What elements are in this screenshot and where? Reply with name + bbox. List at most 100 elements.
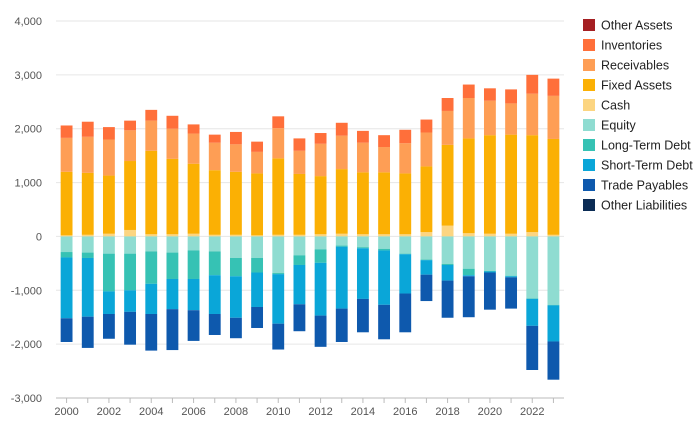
x-tick-label: 2018 bbox=[435, 406, 459, 418]
bar-segment bbox=[420, 166, 433, 233]
bar-segment bbox=[356, 142, 369, 173]
bar-segment bbox=[81, 236, 94, 253]
y-tick-label: -1,000 bbox=[11, 285, 42, 297]
bar-segment bbox=[166, 234, 179, 237]
bar-segment bbox=[251, 235, 264, 237]
bar-segment bbox=[208, 236, 221, 252]
bar-segment bbox=[102, 313, 115, 339]
bar-segment bbox=[378, 234, 391, 237]
bar-segment bbox=[251, 306, 264, 328]
bar-segment bbox=[441, 264, 454, 281]
bar-segment bbox=[293, 255, 306, 265]
bar-segment bbox=[60, 252, 73, 258]
bar-segment bbox=[505, 275, 518, 277]
bar-segment bbox=[547, 304, 560, 306]
bar-segment bbox=[145, 109, 158, 121]
bar-segment bbox=[335, 233, 348, 237]
bar-segment bbox=[81, 172, 94, 235]
bar-segment bbox=[102, 253, 115, 292]
bar-segment bbox=[441, 144, 454, 226]
bar-segment bbox=[60, 318, 73, 342]
bar-segment bbox=[526, 93, 539, 136]
y-tick-label: -2,000 bbox=[11, 339, 42, 351]
bar-segment bbox=[124, 130, 137, 162]
x-tick-label: 2016 bbox=[393, 406, 417, 418]
x-tick-label: 2010 bbox=[266, 406, 290, 418]
bar-segment bbox=[124, 229, 137, 237]
bar-segment bbox=[462, 233, 475, 237]
bar-segment bbox=[399, 129, 412, 144]
bar-segment bbox=[314, 133, 327, 144]
bar-segment bbox=[505, 277, 518, 309]
bar-segment bbox=[60, 125, 73, 138]
x-tick-label: 2002 bbox=[97, 406, 121, 418]
bar-segment bbox=[314, 143, 327, 177]
bars bbox=[60, 74, 560, 380]
bar-segment bbox=[229, 144, 242, 172]
bar-segment bbox=[272, 236, 285, 274]
x-tick-label: 2022 bbox=[520, 406, 544, 418]
bar-segment bbox=[81, 257, 94, 317]
bar-segment bbox=[187, 233, 200, 237]
bar-segment bbox=[526, 325, 539, 370]
bar-segment bbox=[483, 233, 496, 237]
bar-segment bbox=[251, 236, 264, 258]
bar-segment bbox=[272, 234, 285, 237]
bar-segment bbox=[441, 225, 454, 237]
bar-segment bbox=[229, 171, 242, 235]
bar-segment bbox=[314, 234, 327, 237]
bar-segment bbox=[335, 245, 348, 247]
bar-segment bbox=[378, 147, 391, 173]
bar-segment bbox=[60, 137, 73, 172]
y-tick-label: 4,000 bbox=[14, 16, 42, 28]
legend-swatch bbox=[583, 199, 595, 211]
bar-segment bbox=[399, 234, 412, 237]
bar-segment bbox=[526, 74, 539, 94]
bar-segment bbox=[547, 305, 560, 342]
bar-segment bbox=[102, 233, 115, 237]
bar-segment bbox=[547, 341, 560, 380]
bar-segment bbox=[356, 236, 369, 248]
bar-segment bbox=[483, 271, 496, 273]
bar-segment bbox=[399, 254, 412, 294]
x-tick-label: 2014 bbox=[351, 406, 375, 418]
bar-segment bbox=[314, 176, 327, 235]
bar-segment bbox=[208, 251, 221, 276]
y-tick-label: 1,000 bbox=[14, 178, 42, 190]
bar-segment bbox=[145, 120, 158, 151]
bar-segment bbox=[187, 133, 200, 164]
bar-segment bbox=[547, 234, 560, 237]
bar-segment bbox=[420, 260, 433, 275]
bar-segment bbox=[81, 316, 94, 348]
bar-segment bbox=[526, 298, 539, 299]
y-tick-label: 3,000 bbox=[14, 70, 42, 82]
bar-segment bbox=[102, 175, 115, 234]
bar-segment bbox=[251, 257, 264, 273]
bar-segment bbox=[166, 236, 179, 253]
bar-segment bbox=[462, 275, 475, 277]
bar-segment bbox=[314, 315, 327, 347]
bar-segment bbox=[483, 135, 496, 234]
bar-segment bbox=[483, 270, 496, 272]
bar-segment bbox=[208, 170, 221, 235]
bar-segment bbox=[420, 259, 433, 261]
legend-label: Fixed Assets bbox=[601, 79, 672, 93]
bar-segment bbox=[272, 273, 285, 275]
bar-segment bbox=[378, 135, 391, 148]
bar-segment bbox=[272, 274, 285, 324]
bar-segment bbox=[145, 236, 158, 252]
bar-segment bbox=[81, 121, 94, 137]
bar-segment bbox=[229, 131, 242, 145]
legend-label: Long-Term Debt bbox=[601, 139, 691, 153]
bar-segment bbox=[102, 291, 115, 314]
bar-segment bbox=[229, 317, 242, 339]
bar-segment bbox=[462, 138, 475, 234]
bar-segment bbox=[441, 263, 454, 265]
bar-segment bbox=[166, 252, 179, 279]
bar-segment bbox=[483, 236, 496, 271]
bar-segment bbox=[399, 143, 412, 174]
bar-segment bbox=[102, 236, 115, 254]
bar-segment bbox=[399, 236, 412, 254]
bar-segment bbox=[166, 115, 179, 129]
